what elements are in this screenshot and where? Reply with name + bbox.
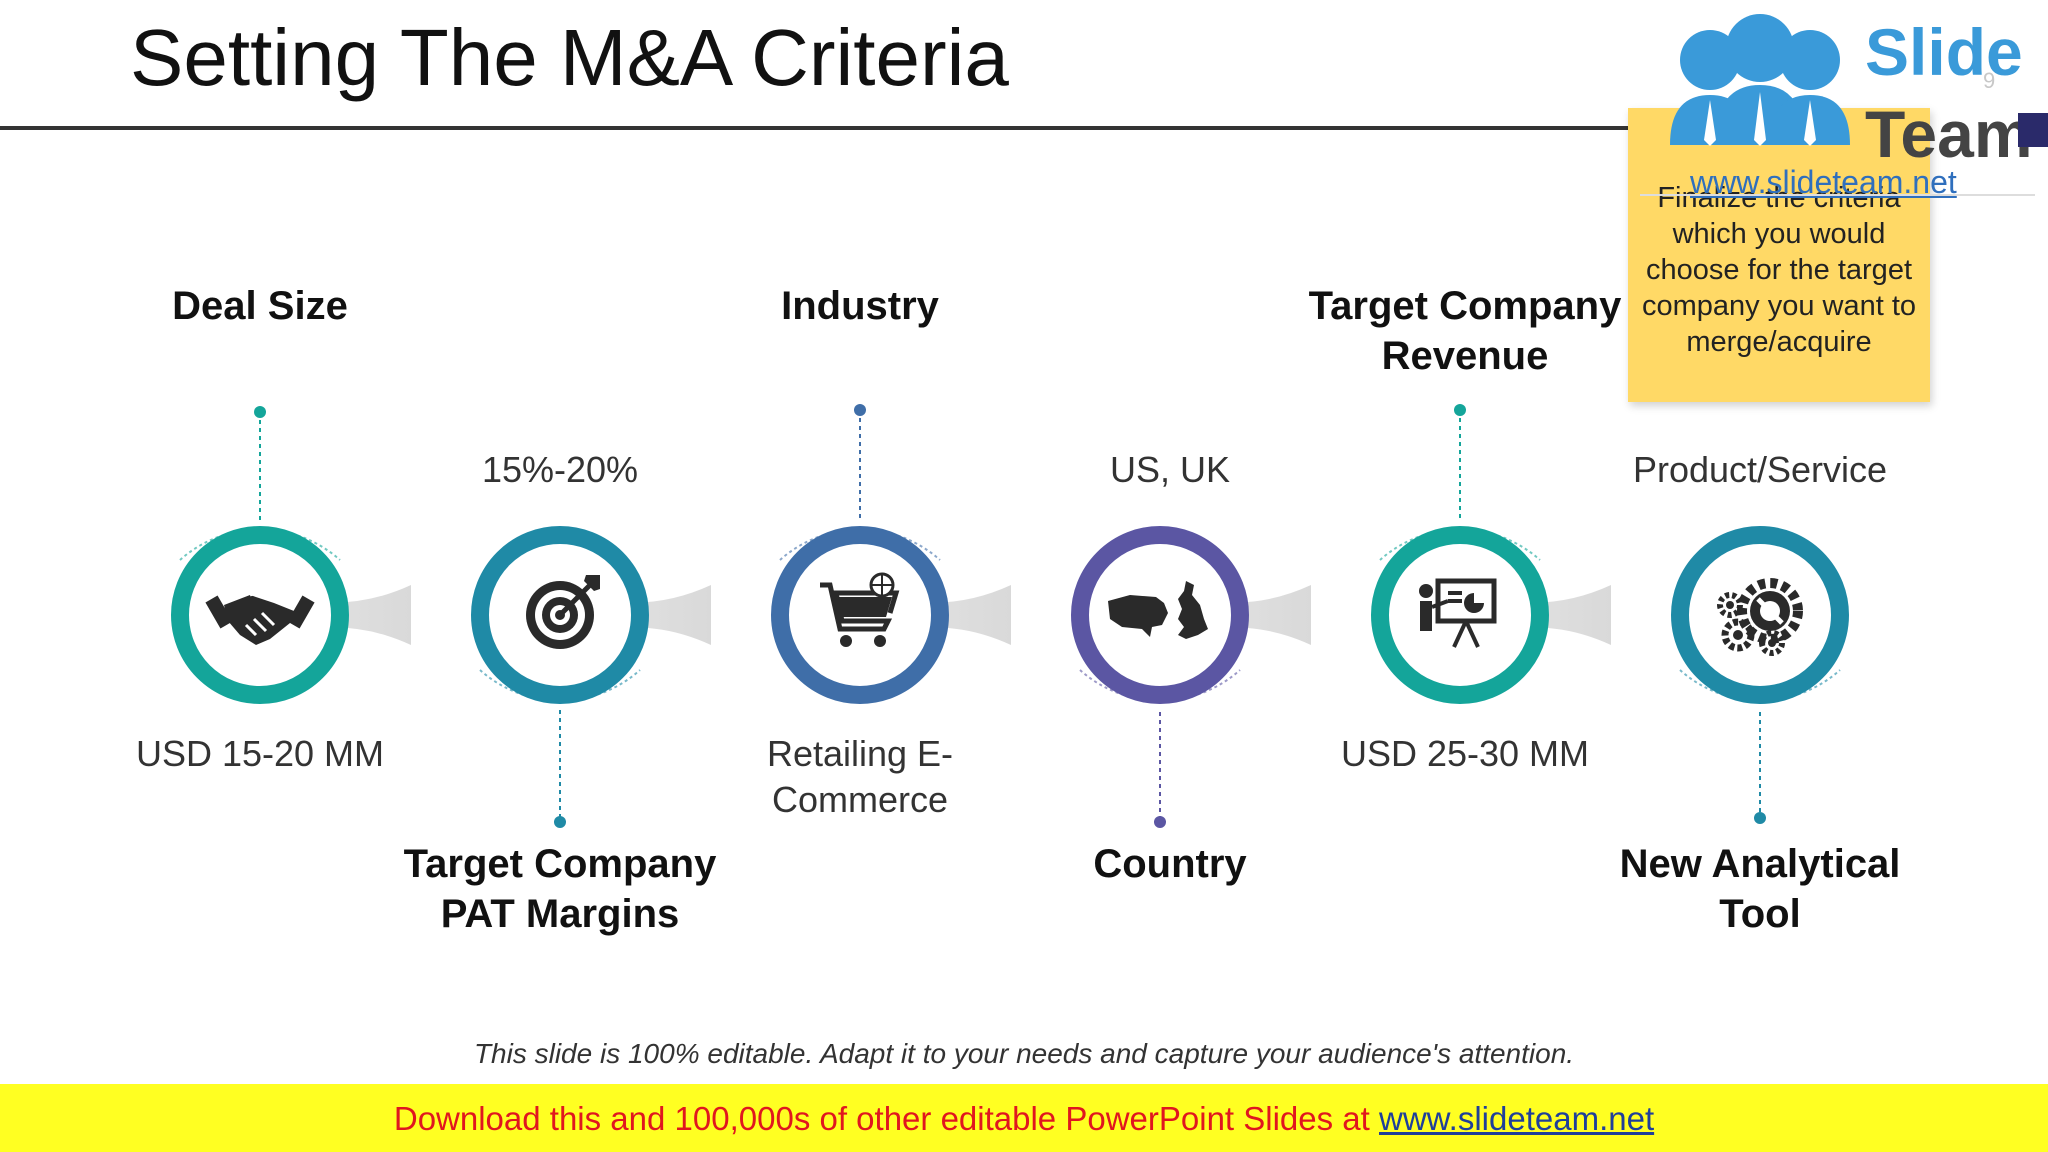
criterion-value-5: USD 25-30 MM	[1340, 733, 1590, 774]
criterion-heading-6: New Analytical Tool	[1619, 842, 1901, 936]
arc-top-3	[779, 528, 941, 561]
criterion-value-1: USD 15-20 MM	[135, 733, 385, 774]
download-banner-text: Download this and 100,000s of other edit…	[0, 1100, 2048, 1138]
people-logo-icon	[1670, 14, 1850, 146]
shopping-cart-icon	[820, 572, 900, 647]
arc-top-1	[179, 528, 341, 561]
logo-text-slide: Slide	[1865, 15, 2023, 89]
presentation-icon	[1419, 578, 1497, 648]
target-icon	[526, 575, 600, 649]
logo-divider	[1640, 194, 2035, 196]
criterion-value-4: US, UK	[1109, 449, 1231, 490]
logo-text-team: Team	[1865, 97, 2033, 171]
leader-dot-4	[1154, 816, 1166, 828]
handshake-icon	[205, 587, 315, 645]
criterion-heading-3: Industry	[781, 284, 939, 328]
criterion-value-2: 15%-20%	[481, 449, 639, 490]
banner-link[interactable]: www.slideteam.net	[1379, 1100, 1655, 1137]
leader-dot-5	[1454, 404, 1466, 416]
sticky-note	[1628, 108, 1930, 402]
arc-bottom-6	[1679, 669, 1841, 702]
logo-accent-mark	[2018, 113, 2048, 147]
criterion-heading-2: Target Company PAT Margins	[403, 842, 717, 936]
criterion-heading-5: Target Company Revenue	[1308, 284, 1622, 378]
arc-bottom-4	[1079, 669, 1241, 702]
slideteam-logo	[1640, 0, 2048, 205]
editable-note: This slide is 100% editable. Adapt it to…	[473, 1038, 1575, 1069]
criterion-heading-4: Country	[1093, 842, 1247, 886]
criterion-heading-1: Deal Size	[172, 284, 348, 328]
arc-top-5	[1379, 528, 1541, 561]
leader-dot-3	[854, 404, 866, 416]
leader-dot-1	[254, 406, 266, 418]
arc-bottom-2	[479, 669, 641, 702]
criterion-value-6: Product/Service	[1632, 449, 1888, 490]
title-divider	[0, 126, 1640, 130]
criterion-value-3: Retailing E-Commerce	[766, 733, 954, 820]
banner-message: Download this and 100,000s of other edit…	[393, 1100, 1379, 1137]
leader-dot-2	[554, 816, 566, 828]
gears-icon	[1717, 578, 1803, 656]
download-banner	[0, 1084, 2048, 1152]
sticky-note-text: Finalize the criteria which you would ch…	[1641, 182, 1917, 358]
leader-dot-6	[1754, 812, 1766, 824]
slide-title: Setting The M&A Criteria	[130, 13, 1009, 102]
map-icon	[1108, 581, 1208, 639]
page-number: 9	[1983, 68, 1996, 93]
